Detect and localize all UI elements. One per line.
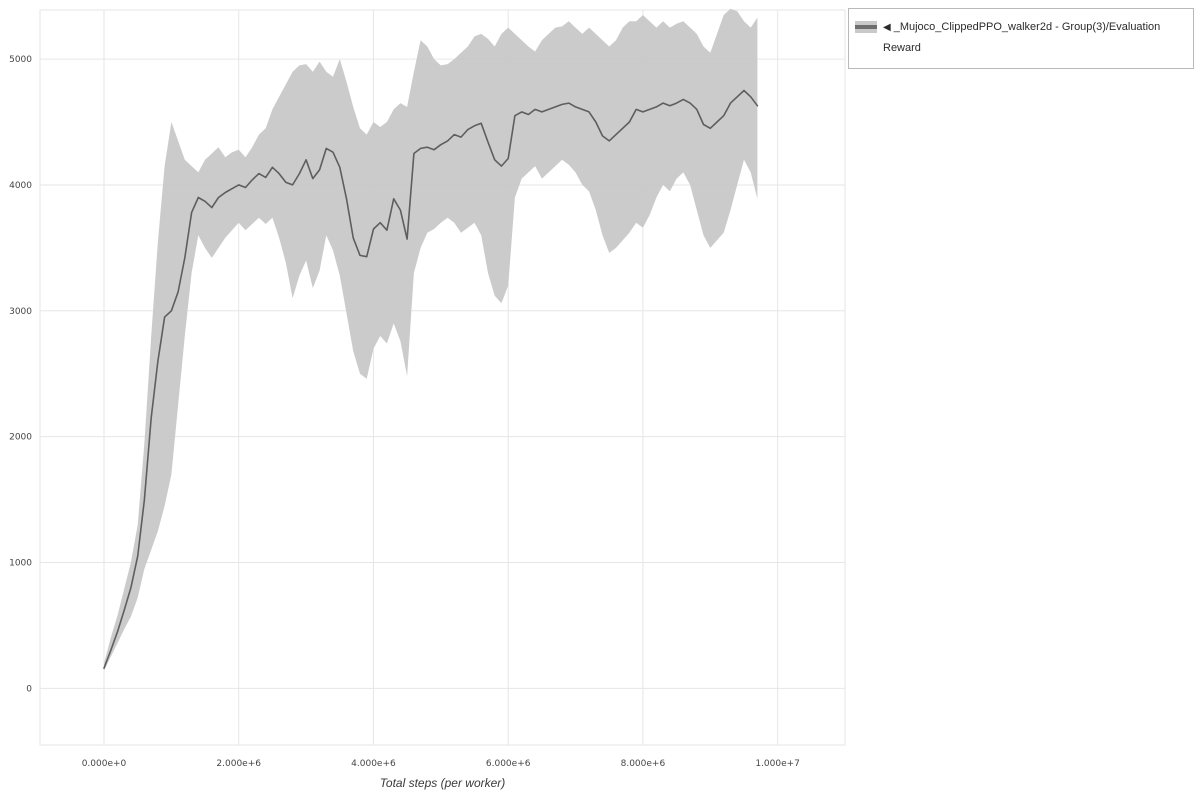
legend-collapse-icon[interactable]: ◀ bbox=[883, 22, 891, 33]
y-tick-label: 3000 bbox=[9, 307, 32, 317]
y-tick-label: 4000 bbox=[9, 181, 32, 191]
y-tick-label: 2000 bbox=[9, 433, 32, 443]
x-tick-label: 8.000e+6 bbox=[621, 759, 666, 769]
x-tick-label: 4.000e+6 bbox=[351, 759, 396, 769]
x-tick-label: 2.000e+6 bbox=[216, 759, 261, 769]
legend: ◀ _Mujoco_ClippedPPO_walker2d - Group(3)/… bbox=[848, 8, 1194, 69]
x-tick-label: 6.000e+6 bbox=[486, 759, 531, 769]
legend-swatch-band-line bbox=[855, 21, 877, 33]
x-tick-label: 0.000e+0 bbox=[82, 759, 127, 769]
legend-swatch-line bbox=[855, 25, 877, 29]
x-axis-label: Total steps (per worker) bbox=[379, 776, 506, 790]
y-tick-label: 1000 bbox=[9, 559, 32, 569]
plot-frame bbox=[39, 9, 846, 746]
legend-item-text: ◀ _Mujoco_ClippedPPO_walker2d - Group(3)/… bbox=[883, 17, 1187, 60]
reward-stddev-band bbox=[104, 8, 758, 671]
x-tick-label: 1.000e+7 bbox=[755, 759, 800, 769]
legend-item[interactable]: ◀ _Mujoco_ClippedPPO_walker2d - Group(3)/… bbox=[855, 17, 1187, 60]
legend-item-label: _Mujoco_ClippedPPO_walker2d - Group(3)/E… bbox=[883, 21, 1161, 55]
y-tick-label: 0 bbox=[26, 684, 32, 694]
reward-mean-line bbox=[103, 89, 759, 669]
y-tick-label: 5000 bbox=[9, 55, 32, 65]
